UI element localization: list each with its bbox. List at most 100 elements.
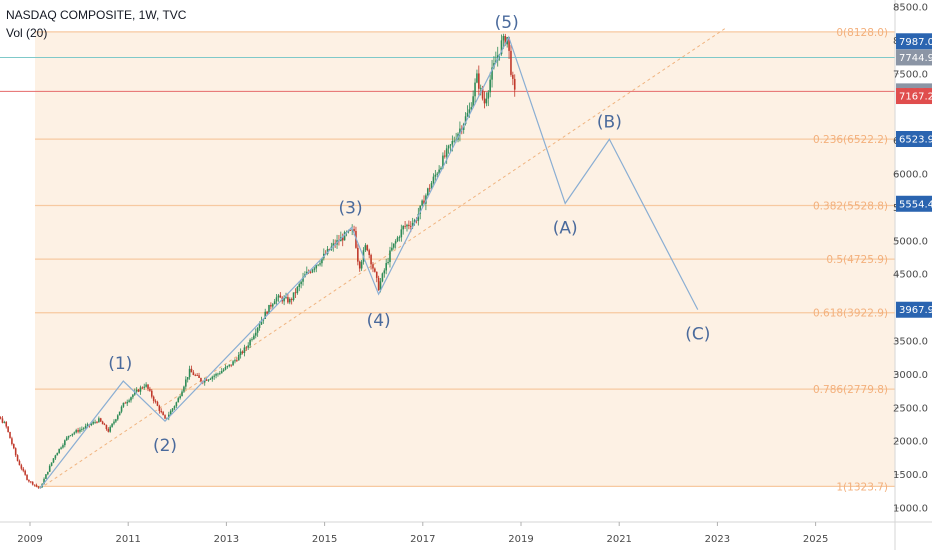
price-tag[interactable] [896,131,932,148]
candle-body [302,277,304,282]
candle-body [128,400,130,402]
candle-body [37,486,40,488]
candle-body [479,87,482,89]
price-tag[interactable] [896,88,932,105]
candle-body [152,396,155,401]
price-tag-label: 7744.9 [899,53,932,64]
candle-body [436,173,439,175]
candle-body [67,435,70,438]
candle-body [65,437,68,441]
candle-body [381,273,384,282]
candle-body [391,247,393,251]
candle-body [77,430,79,432]
price-axis[interactable]: 8500.08000.07500.06500.06000.05500.05000… [893,0,932,550]
time-axis[interactable]: 2009 2011 2013 2015 2017 2019 2021 2023 2025 [0,521,932,545]
candle-body [26,474,28,480]
candle-body [396,237,399,242]
price-tag[interactable] [896,195,932,212]
candle-body [464,116,467,124]
candle-body [438,169,440,174]
fibonacci-retracement[interactable]: 0(8128.0) 0.236(6522.2) 0.382(5528.8) 0.5(4… [35,27,895,494]
candle-body [186,377,189,380]
symbol-title[interactable]: NASDAQ COMPOSITE, 1W, TVC [6,8,187,22]
candle-body [236,360,238,362]
candle-body [164,415,166,419]
candle-body [50,462,53,466]
candle-body [239,351,242,355]
candle-body [99,418,102,422]
candle-body [423,200,425,204]
candle-body [249,339,251,346]
candle-body [94,421,96,423]
candle-body [168,414,170,418]
wave-label: (B) [597,112,622,132]
candle-body [183,386,185,392]
candle-body [137,389,140,392]
time-tick-label: 2015 [312,534,337,545]
fib-level-label: 1(1323.7) [836,481,888,493]
candle-body [402,225,405,230]
candle-body [485,98,488,104]
candle-body [0,417,2,419]
price-tick-label: 1000.0 [893,503,928,514]
time-tick-label: 2011 [115,534,140,545]
candle-body [200,378,202,382]
wave-label: (C) [685,325,710,345]
candle-body [459,128,461,134]
candle-body [440,167,442,170]
time-tick-label: 2017 [410,534,435,545]
time-tick-label: 2023 [705,534,730,545]
candle-body [116,415,119,420]
candle-body [194,374,197,376]
candle-body [315,265,318,269]
candle-body [198,375,200,379]
price-tag-label: 3967.9 [899,305,932,316]
price-tag-label: 5554.4 [899,199,932,210]
candle-body [245,347,248,349]
horizontal-lines[interactable] [0,56,895,92]
candle-body [328,248,331,250]
candle-body [1,418,4,423]
candle-body [84,426,87,429]
candle-body [109,426,112,432]
volume-indicator-label[interactable]: Vol (20) [6,26,48,40]
fib-level-label: 0.236(6522.2) [813,134,888,146]
candle-body [309,272,312,273]
price-tag[interactable] [896,301,932,318]
candle-body [171,408,174,411]
elliott-wave-path[interactable] [39,35,699,489]
candle-body [118,411,121,416]
candle-body [487,92,490,99]
price-tag[interactable] [896,49,932,66]
candle-body [409,225,412,227]
candle-body [147,384,149,389]
candle-body [243,347,246,353]
candle-body [368,250,370,255]
candle-body [228,364,231,366]
candle-body [45,474,47,479]
candle-body [419,205,422,214]
candle-body [16,455,19,461]
candle-body [219,373,221,375]
candle-body [389,250,391,262]
candle-body [447,145,450,149]
wave-label: (A) [553,218,578,238]
candle-body [54,455,57,459]
candle-body [196,375,198,376]
candle-body [443,155,446,157]
candle-body [143,386,146,388]
price-tick-label: 1500.0 [893,470,928,481]
price-tag[interactable] [896,33,932,50]
candle-body [43,478,45,485]
price-tick-label: 2500.0 [893,403,928,414]
candle-body [12,444,15,449]
candle-body [48,465,51,472]
price-tick-label: 7500.0 [893,69,928,80]
candle-body [294,292,297,294]
candle-body [476,73,478,83]
candle-body [9,432,11,439]
candle-body [5,422,8,427]
candle-body [266,311,268,314]
elliott-wave[interactable]: (1) (2) (3) (4) (5) (A) (B) (C) [39,13,711,489]
